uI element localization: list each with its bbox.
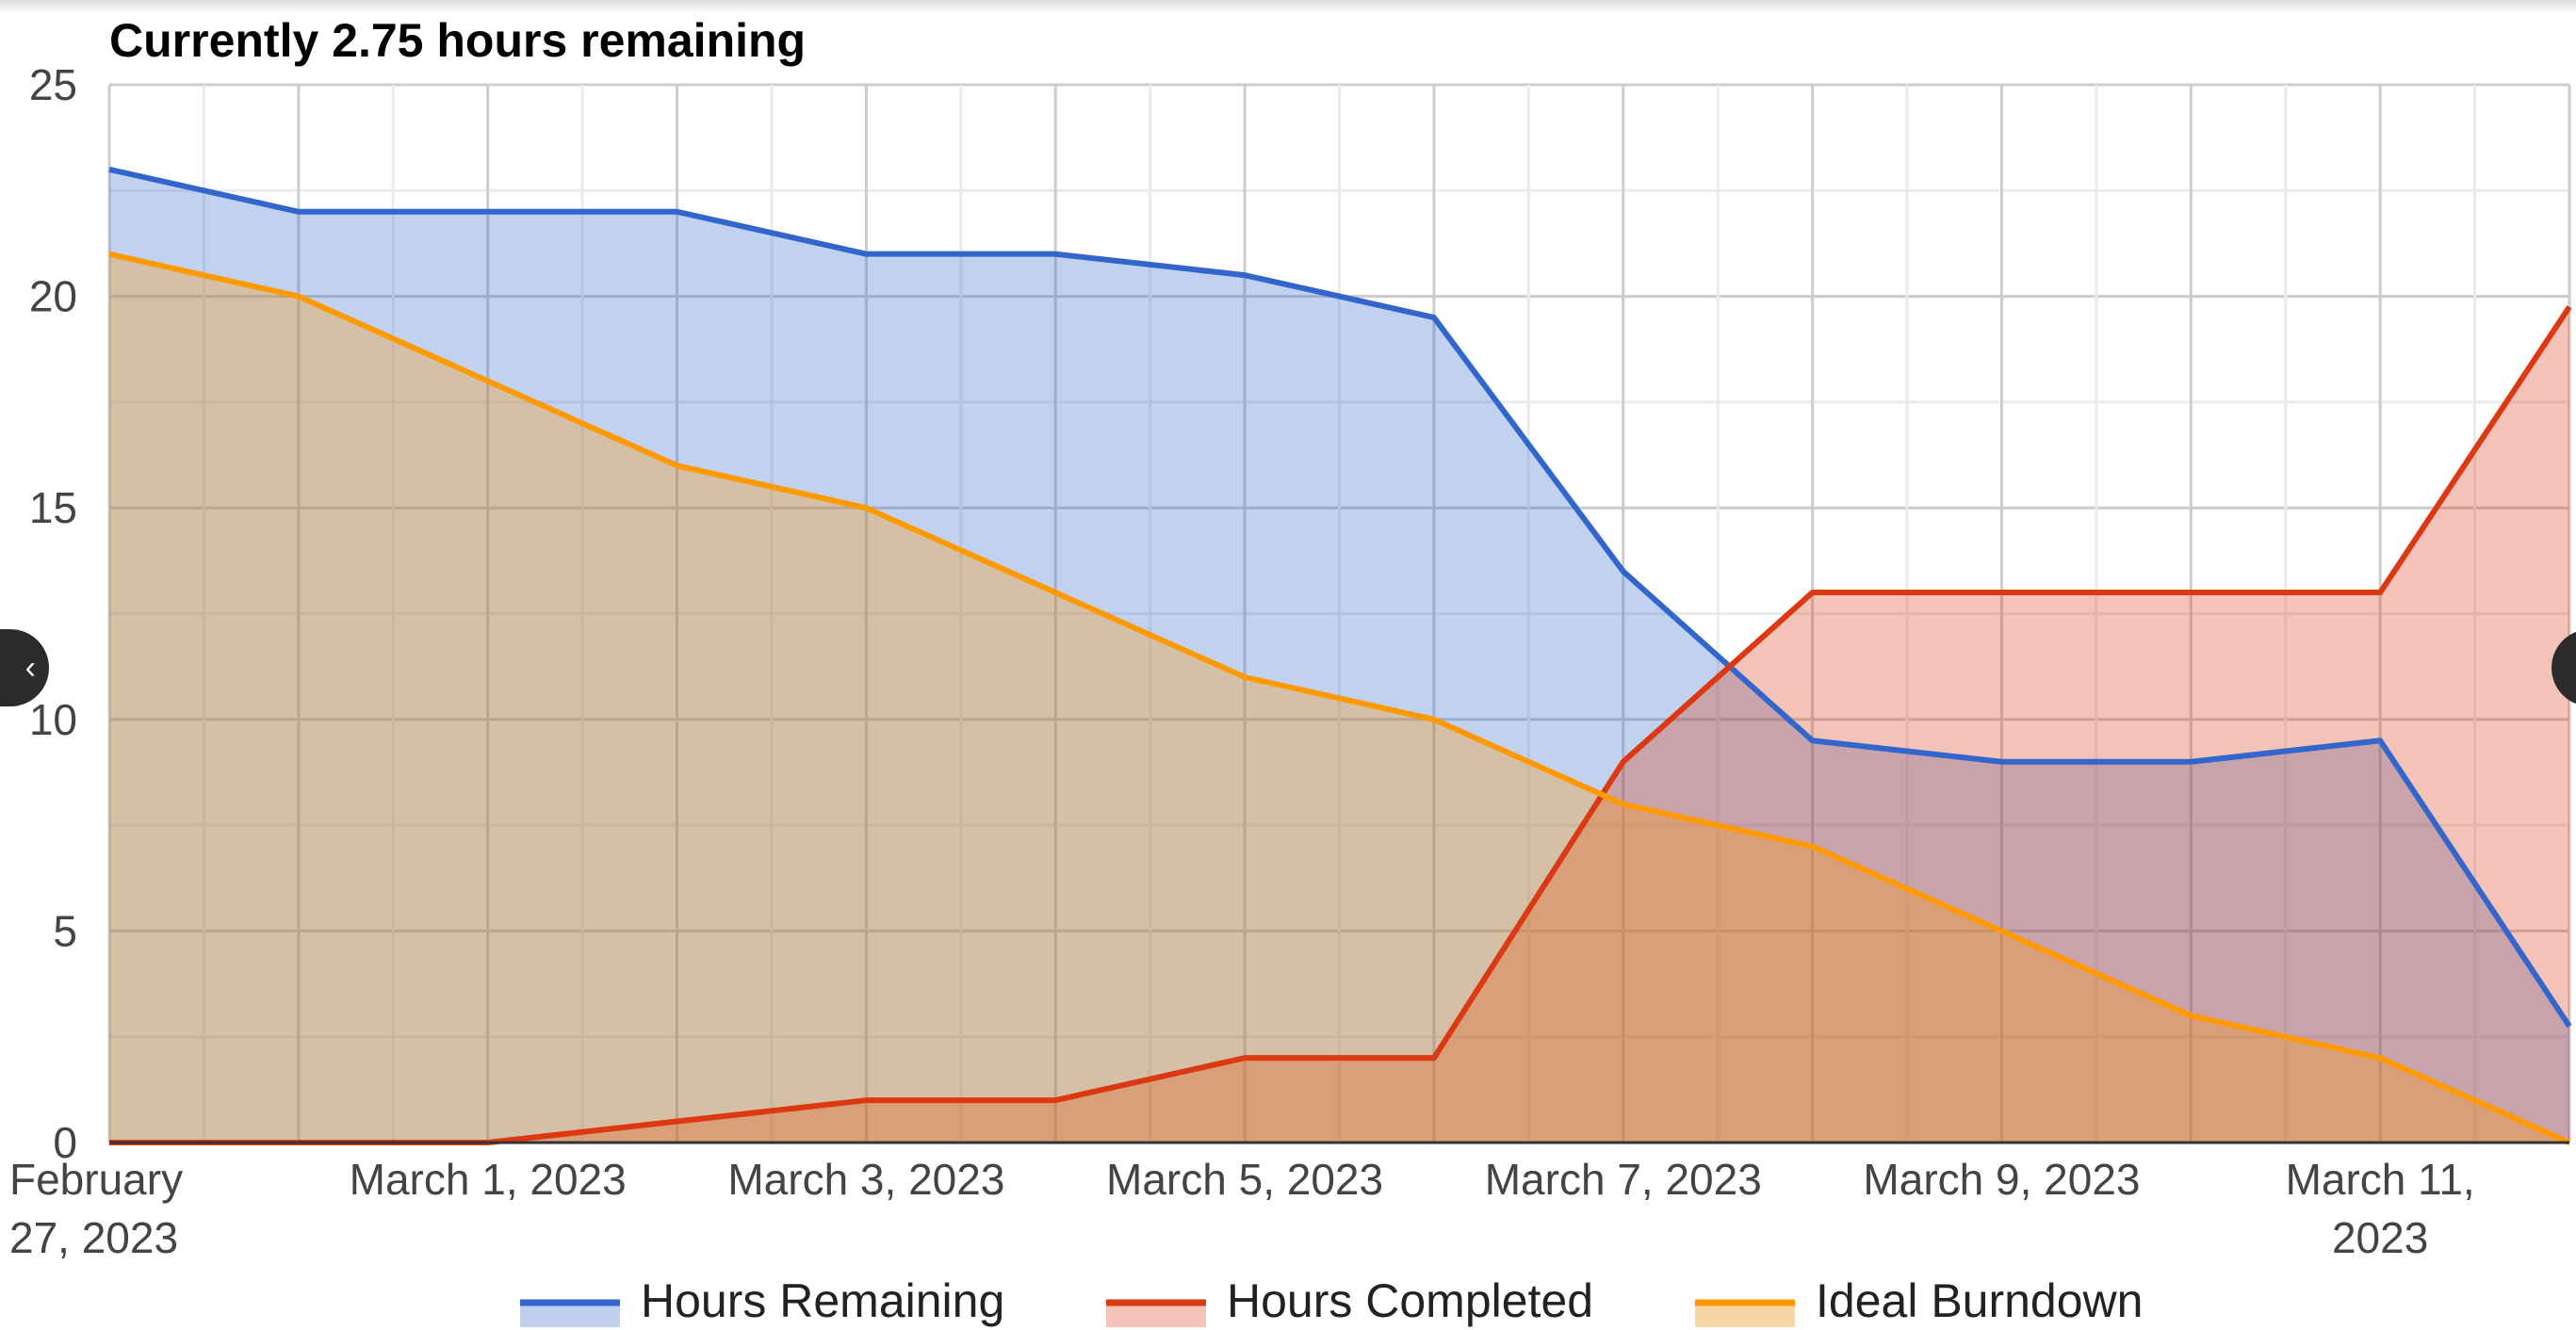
x-tick-label: February 27, 2023 [9,1155,183,1262]
y-tick-label: 10 [29,695,77,744]
series-areas [109,169,2569,1143]
area-hours-remaining [109,169,2569,1143]
legend-item-ideal-burndown: Ideal Burndown [1695,1274,2143,1327]
series-lines [108,166,2572,1145]
legend: Hours Remaining Hours Completed Ideal Burn… [520,1274,2143,1327]
x-tick-label: March 7, 2023 [1485,1155,1762,1204]
x-tick-label: March 3, 2023 [727,1155,1004,1204]
line-hours-completed [109,305,2572,1145]
legend-item-hours-completed: Hours Completed [1106,1274,1593,1327]
top-shadow [0,0,2576,13]
chart-title: Currently 2.75 hours remaining [109,14,806,67]
x-tick-label: March 5, 2023 [1106,1155,1383,1204]
legend-label: Hours Remaining [641,1274,1004,1327]
legend-swatch-fill [1106,1303,1206,1327]
y-axis-ticks: 0 5 10 15 20 25 [29,60,77,1167]
y-tick-label: 0 [53,1118,77,1167]
legend-label: Ideal Burndown [1816,1274,2143,1327]
legend-item-hours-remaining: Hours Remaining [520,1274,1004,1327]
x-axis-ticks: February 27, 2023 March 1, 2023 March 3, 20… [9,1155,2475,1262]
y-tick-label: 25 [29,60,77,109]
y-tick-label: 15 [29,483,77,532]
x-tick-label: March 11, 2023 [2286,1155,2475,1262]
y-tick-label: 20 [29,272,77,321]
legend-swatch-fill [1695,1303,1795,1327]
line-hours-remaining [108,166,2572,1029]
chevron-left-icon: ‹ [24,649,36,686]
legend-swatch-fill [520,1303,620,1327]
line-ideal-burndown [108,251,2571,1145]
y-tick-label: 5 [53,906,77,955]
legend-label: Hours Completed [1227,1274,1593,1327]
x-tick-label: March 9, 2023 [1863,1155,2140,1204]
area-hours-completed [109,306,2569,1143]
x-tick-label: March 1, 2023 [350,1155,627,1204]
